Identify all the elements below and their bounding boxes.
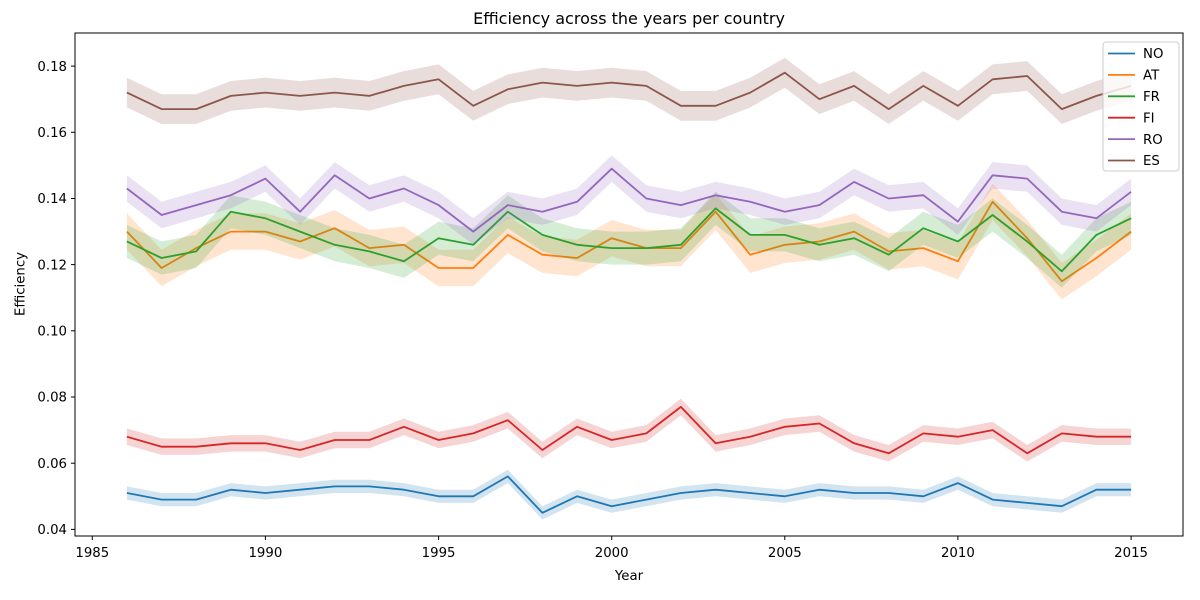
series-line-FR	[126, 207, 1132, 273]
series-band-ES	[126, 57, 1132, 124]
y-tick-label: 0.10	[37, 325, 67, 340]
series-band-FR	[126, 191, 1132, 288]
legend-label-FI: FI	[1143, 111, 1155, 126]
x-tick-label: 2015	[1114, 546, 1148, 561]
series-line-AT	[126, 200, 1132, 283]
x-tick-label: 1995	[422, 546, 456, 561]
legend: NO AT FR FI RO ES	[1102, 41, 1180, 172]
x-tick-label: 2000	[595, 546, 629, 561]
y-tick-label: 0.16	[37, 126, 67, 141]
y-tick-label: 0.18	[37, 60, 67, 75]
x-tick-label: 2005	[768, 546, 802, 561]
series-band-AT	[126, 183, 1132, 300]
plot-border	[74, 32, 1184, 537]
legend-box	[1102, 41, 1180, 172]
series-line-FI	[126, 405, 1132, 455]
x-tick-label: 2010	[941, 546, 975, 561]
series-line-RO	[126, 167, 1132, 233]
legend-label-RO: RO	[1143, 133, 1163, 148]
chart-title: Efficiency across the years per country	[473, 9, 785, 28]
x-tick-label: 1985	[75, 546, 109, 561]
series-line-ES	[126, 71, 1132, 110]
legend-label-FR: FR	[1143, 90, 1160, 105]
legend-label-AT: AT	[1143, 69, 1160, 84]
x-tick-label: 1990	[248, 546, 282, 561]
y-tick-label: 0.12	[37, 258, 67, 273]
y-tick-label: 0.06	[37, 457, 67, 472]
legend-label-ES: ES	[1143, 154, 1160, 169]
series-line-NO	[126, 475, 1132, 514]
series-band-FI	[126, 398, 1132, 462]
x-axis-label: Year	[614, 569, 644, 584]
series-band-NO	[126, 469, 1132, 520]
legend-label-NO: NO	[1143, 47, 1163, 62]
y-tick-label: 0.08	[37, 391, 67, 406]
y-tick-label: 0.14	[37, 192, 67, 207]
y-tick-label: 0.04	[37, 523, 67, 538]
